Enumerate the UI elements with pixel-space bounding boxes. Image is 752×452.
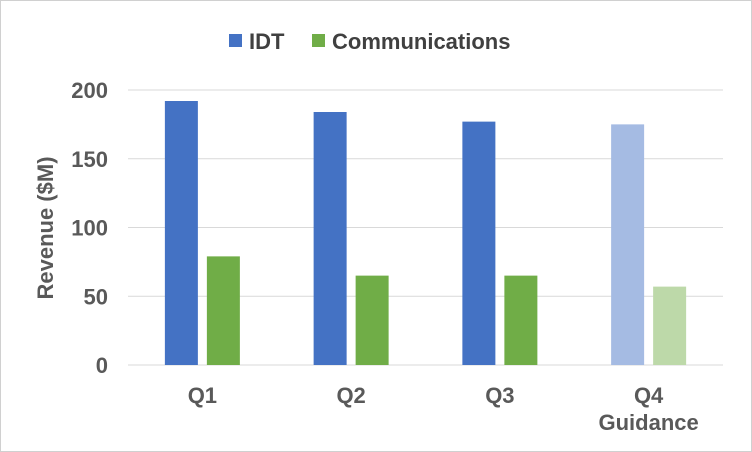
bar-communications-2 [504,275,538,365]
bar-idt-3 [611,124,645,365]
bar-idt-1 [313,112,347,365]
x-tick-label: Q2 [336,383,365,408]
legend-label-communications: Communications [332,29,510,54]
y-tick-labels: 0 50 100 150 200 [71,78,108,378]
x-tick-label: Q4 [634,383,664,408]
x-tick-label: Guidance [599,410,699,435]
bar-communications-0 [206,256,240,365]
y-axis-title: Revenue ($M) [33,156,58,299]
y-tick-label: 200 [71,78,108,103]
legend-label-idt: IDT [249,29,285,54]
y-tick-label: 100 [71,216,108,241]
bar-idt-0 [164,101,198,365]
bar-communications-1 [355,275,389,365]
bar-idt-2 [462,121,496,365]
y-tick-label: 50 [84,284,108,309]
bars [164,101,687,365]
bar-communications-3 [653,286,687,365]
y-tick-label: 150 [71,147,108,172]
legend: IDT Communications [229,29,510,54]
legend-swatch-communications [312,34,325,47]
x-tick-label: Q1 [188,383,217,408]
x-tick-label: Q3 [485,383,514,408]
legend-swatch-idt [229,34,242,47]
y-tick-label: 0 [96,353,108,378]
